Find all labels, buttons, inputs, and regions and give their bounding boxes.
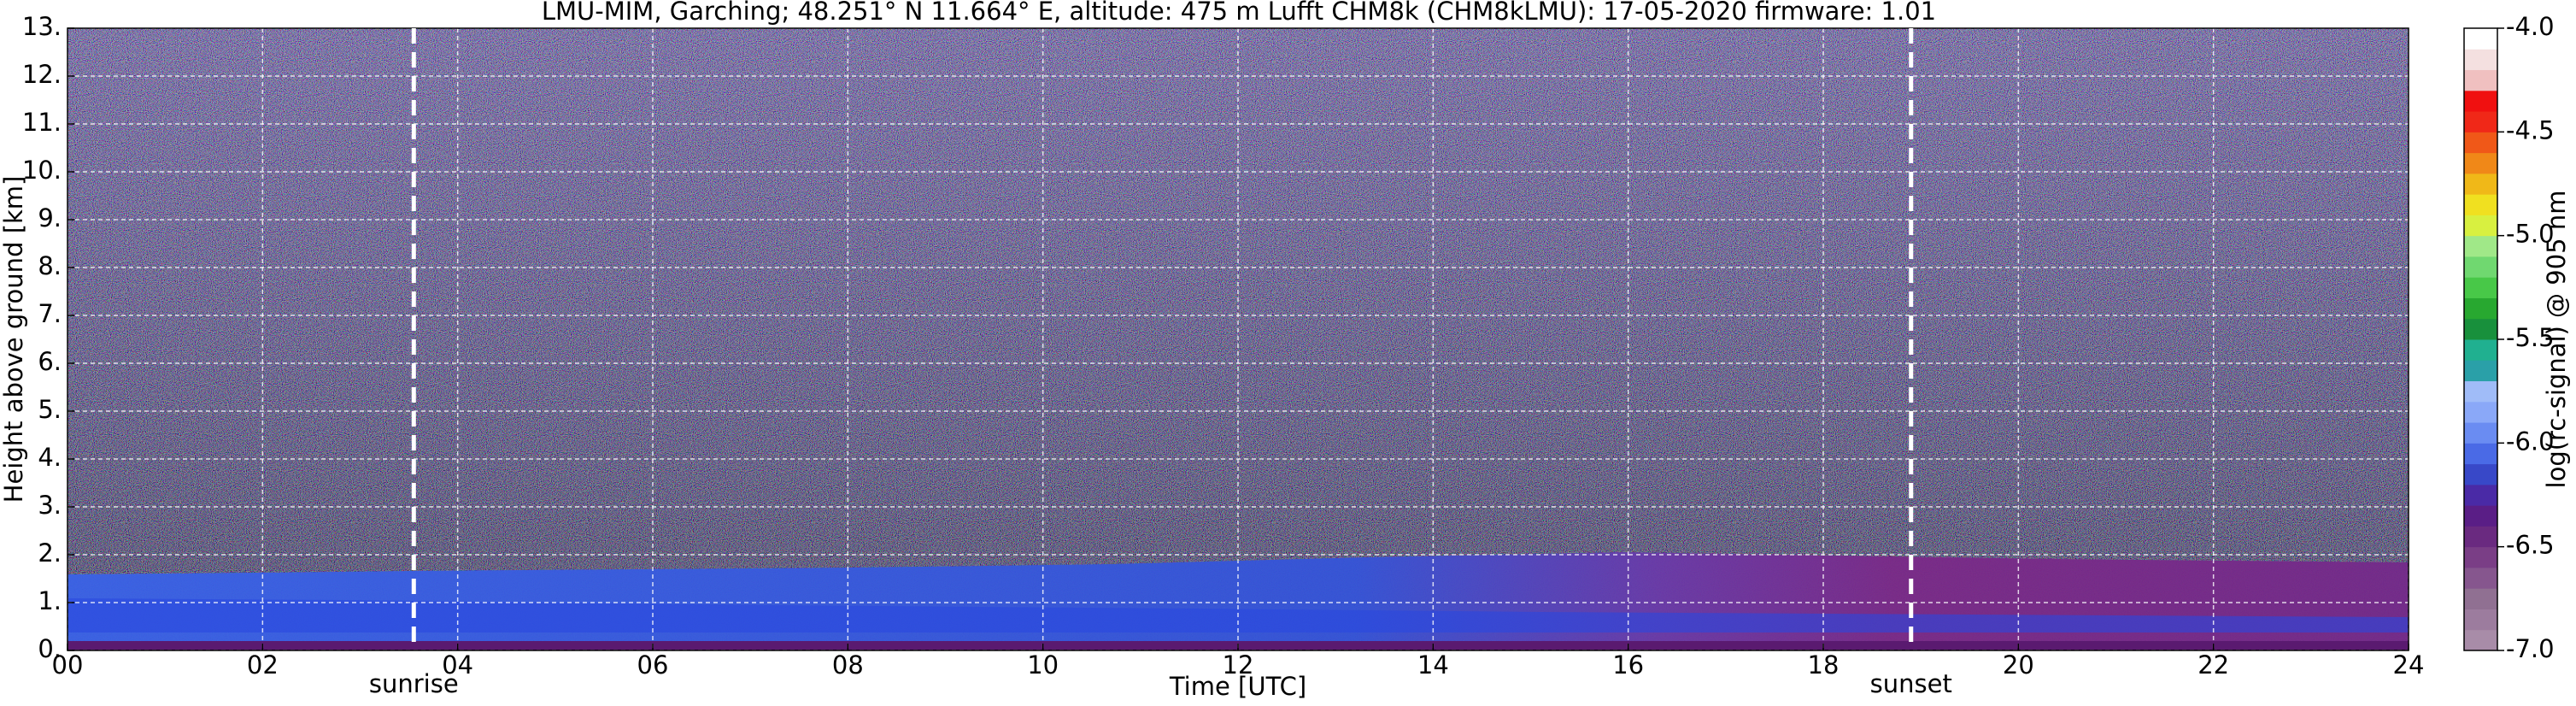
colorbar-tick-label: -4.5 xyxy=(2506,115,2555,144)
colorbar-swatch xyxy=(2464,215,2497,237)
y-tick-label: 0. xyxy=(38,634,62,663)
colorbar-swatch xyxy=(2464,609,2497,631)
colorbar-swatch xyxy=(2464,546,2497,568)
colorbar-swatch xyxy=(2464,194,2497,215)
x-axis-label: Time [UTC] xyxy=(1169,672,1306,701)
colorbar-tick-label: -7.0 xyxy=(2506,634,2555,663)
y-tick-label: 8. xyxy=(38,251,62,280)
chart-title: LMU-MIM, Garching; 48.251° N 11.664° E, … xyxy=(542,0,1936,26)
y-tick-label: 6. xyxy=(38,347,62,376)
colorbar-swatch xyxy=(2464,588,2497,609)
annotation-label: sunrise xyxy=(369,669,459,698)
colorbar-swatch xyxy=(2464,235,2497,257)
x-tick-label: 08 xyxy=(832,650,864,680)
y-tick-label: 7. xyxy=(38,299,62,328)
y-tick-label: 4. xyxy=(38,443,62,472)
annotation-label: sunset xyxy=(1870,669,1952,698)
x-tick-label: 18 xyxy=(1808,650,1840,680)
colorbar-swatch xyxy=(2464,422,2497,444)
colorbar-swatch xyxy=(2464,360,2497,382)
colorbar-swatch xyxy=(2464,526,2497,548)
y-tick-label: 2. xyxy=(38,538,62,568)
x-tick-label: 10 xyxy=(1027,650,1059,680)
colorbar-swatch xyxy=(2464,28,2497,50)
colorbar-swatch xyxy=(2464,277,2497,298)
x-tick-label: 22 xyxy=(2198,650,2229,680)
x-tick-label: 14 xyxy=(1417,650,1449,680)
y-tick-label: 13. xyxy=(22,12,62,41)
x-tick-label: 04 xyxy=(442,650,473,680)
x-tick-label: 20 xyxy=(2003,650,2034,680)
x-tick-label: 00 xyxy=(52,650,84,680)
colorbar-swatch xyxy=(2464,111,2497,132)
y-tick-label: 12. xyxy=(22,60,62,89)
x-tick-label: 16 xyxy=(1612,650,1644,680)
y-axis-label: Height above ground [km] xyxy=(0,176,28,503)
colorbar-swatch xyxy=(2464,90,2497,112)
colorbar-swatch xyxy=(2464,49,2497,71)
colorbar-swatch xyxy=(2464,339,2497,361)
colorbar-swatch xyxy=(2464,132,2497,154)
colorbar-tick-label: -5.0 xyxy=(2506,220,2555,249)
colorbar-swatch xyxy=(2464,401,2497,423)
colorbar-swatch xyxy=(2464,256,2497,278)
colorbar-tick-label: -6.5 xyxy=(2506,531,2555,560)
colorbar-swatch xyxy=(2464,69,2497,91)
colorbar-swatch xyxy=(2464,297,2497,320)
x-tick-label: 12 xyxy=(1223,650,1254,680)
colorbar-swatch xyxy=(2464,173,2497,195)
colorbar-swatch xyxy=(2464,463,2497,485)
colorbar-swatch xyxy=(2464,443,2497,465)
colorbar-swatch xyxy=(2464,567,2497,589)
colorbar-swatch xyxy=(2464,484,2497,506)
y-tick-label: 5. xyxy=(38,395,62,424)
colorbar-label: log(rc-signal) @ 905 nm xyxy=(2542,191,2571,489)
colorbar-swatch xyxy=(2464,505,2497,527)
colorbar-swatch xyxy=(2464,380,2497,403)
x-tick-label: 06 xyxy=(637,650,669,680)
colorbar-swatch xyxy=(2464,152,2497,174)
y-tick-label: 3. xyxy=(38,491,62,520)
colorbar-swatch xyxy=(2464,318,2497,340)
colorbar-tick-label: -6.0 xyxy=(2506,427,2555,456)
colorbar-tick-label: -4.0 xyxy=(2506,12,2555,41)
x-tick-label: 24 xyxy=(2393,650,2425,680)
y-tick-label: 11. xyxy=(22,108,62,137)
x-tick-label: 02 xyxy=(247,650,279,680)
colorbar-tick-label: -5.5 xyxy=(2506,323,2555,352)
y-tick-label: 9. xyxy=(38,203,62,232)
colorbar-swatch xyxy=(2464,629,2497,651)
y-tick-label: 10. xyxy=(22,156,62,185)
y-tick-label: 1. xyxy=(38,586,62,615)
